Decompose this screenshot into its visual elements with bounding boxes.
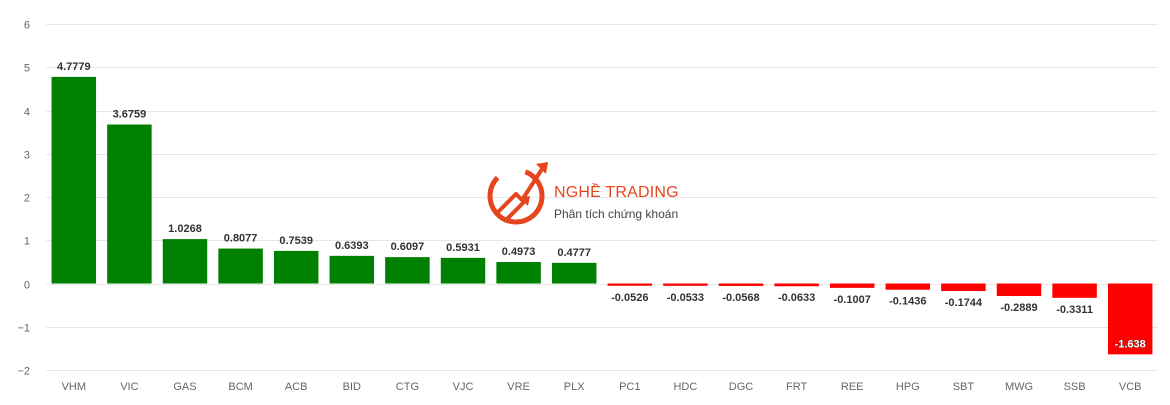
data-label: -0.0633 [778, 292, 815, 304]
data-label: 3.6759 [113, 109, 147, 121]
bar [51, 76, 97, 284]
bar [329, 255, 375, 284]
data-label: -0.3311 [1056, 304, 1093, 316]
x-tick-label: VIC [120, 381, 138, 393]
x-tick-label: MWG [1005, 381, 1033, 393]
data-label: 4.7779 [57, 61, 91, 73]
x-tick-label: VCB [1119, 381, 1142, 393]
x-tick-label: ACB [285, 381, 308, 393]
data-label: 0.7539 [279, 235, 313, 247]
x-tick-label: REE [841, 381, 864, 393]
bar [941, 283, 986, 292]
x-tick-label: CTG [396, 381, 419, 393]
y-tick-label: −1 [17, 323, 30, 335]
watermark-logo: NGHỀ TRADING Phân tích chứng khoán [486, 158, 746, 230]
data-label: 0.5931 [446, 242, 480, 254]
data-label: -0.0526 [611, 292, 648, 304]
bar [607, 283, 653, 286]
bar [496, 261, 541, 284]
data-label: 0.4777 [557, 247, 591, 259]
x-tick-label: GAS [173, 381, 196, 393]
bar [885, 283, 931, 290]
bar [107, 124, 152, 284]
y-tick-label: 1 [24, 236, 30, 248]
watermark-brand: NGHỀ TRADING [554, 184, 679, 201]
data-label: 0.6097 [391, 241, 425, 253]
bar [162, 239, 208, 284]
x-tick-label: VHM [62, 381, 86, 393]
data-label: -1.638 [1115, 338, 1146, 350]
bar [385, 257, 430, 284]
bar [1107, 283, 1153, 355]
bar [273, 250, 319, 284]
data-label: -0.1007 [834, 294, 871, 306]
watermark-tagline: Phân tích chứng khoán [554, 207, 679, 221]
data-label: 0.4973 [502, 246, 536, 258]
x-tick-label: VRE [507, 381, 530, 393]
data-label: -0.1436 [889, 296, 926, 308]
x-tick-label: SBT [953, 381, 975, 393]
bar [440, 257, 486, 284]
bar [996, 283, 1042, 296]
x-tick-label: VJC [453, 381, 474, 393]
y-tick-label: −2 [17, 366, 30, 378]
y-tick-label: 3 [24, 150, 30, 162]
bar [718, 283, 764, 286]
x-tick-label: BID [343, 381, 361, 393]
trading-arrow-icon [487, 162, 548, 225]
data-label: -0.2889 [1000, 302, 1037, 314]
x-tick-label: SSB [1064, 381, 1086, 393]
y-tick-label: 5 [24, 63, 30, 75]
x-tick-label: PLX [564, 381, 585, 393]
x-tick-label: DGC [729, 381, 754, 393]
bar [551, 262, 597, 284]
bar [218, 248, 263, 284]
x-tick-label: HPG [896, 381, 920, 393]
y-tick-label: 6 [24, 20, 30, 32]
data-label: -0.0533 [667, 292, 704, 304]
bar [829, 283, 875, 288]
bar [1052, 283, 1097, 298]
data-label: 0.8077 [224, 233, 258, 245]
x-tick-label: BCM [228, 381, 252, 393]
x-tick-label: HDC [673, 381, 697, 393]
y-tick-label: 0 [24, 280, 30, 292]
y-tick-label: 4 [24, 107, 30, 119]
bar [663, 283, 708, 286]
x-tick-label: FRT [786, 381, 807, 393]
bar [774, 283, 819, 287]
x-tick-label: PC1 [619, 381, 640, 393]
data-label: -0.1744 [945, 297, 983, 309]
data-label: 1.0268 [168, 223, 202, 235]
y-tick-label: 2 [24, 193, 30, 205]
data-label: -0.0568 [722, 292, 759, 304]
data-label: 0.6393 [335, 240, 369, 252]
